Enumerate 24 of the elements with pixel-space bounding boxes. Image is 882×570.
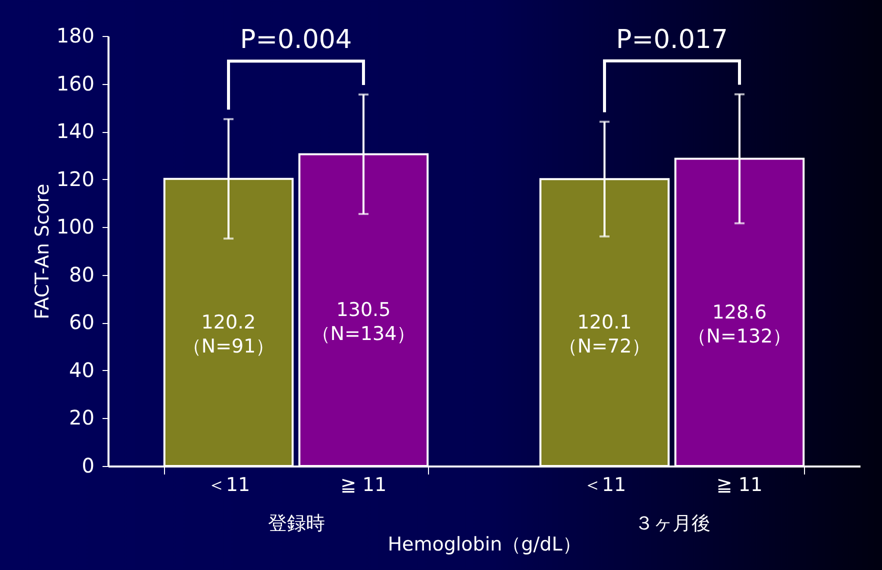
data-label: 120.1 （N=72） bbox=[558, 312, 651, 358]
series-label: ≧ 11 bbox=[340, 474, 387, 496]
y-axis-title: FACT-An Score bbox=[31, 184, 54, 320]
data-label: 120.2 （N=91） bbox=[182, 311, 275, 358]
y-tick-label: 160 bbox=[56, 71, 94, 96]
y-tick-label: 40 bbox=[69, 358, 94, 382]
y-tick-label: 100 bbox=[56, 214, 94, 239]
annotation: P=0.017 bbox=[616, 24, 728, 55]
x-tick-label: ３ヶ月後 bbox=[634, 512, 710, 534]
series-label: ＜11 bbox=[206, 474, 250, 496]
y-tick-label: 180 bbox=[56, 24, 94, 48]
y-tick-label: 0 bbox=[82, 454, 94, 478]
annotation: P=0.004 bbox=[240, 25, 352, 56]
y-tick-label: 20 bbox=[69, 406, 94, 430]
x-axis-title: Hemoglobin（g/dL） bbox=[388, 534, 582, 556]
data-label: 128.6 （N=132） bbox=[687, 301, 792, 348]
y-tick-label: 120 bbox=[56, 166, 94, 191]
data-label: 130.5 （N=134） bbox=[311, 299, 416, 346]
text: ≧ 11 bbox=[716, 474, 763, 496]
y-tick-label: 140 bbox=[56, 119, 94, 144]
x-tick-label: 登録時 bbox=[268, 512, 325, 534]
y-tick-label: 60 bbox=[69, 310, 94, 334]
text: ＜11 bbox=[582, 474, 626, 496]
y-tick-label: 80 bbox=[69, 262, 94, 286]
